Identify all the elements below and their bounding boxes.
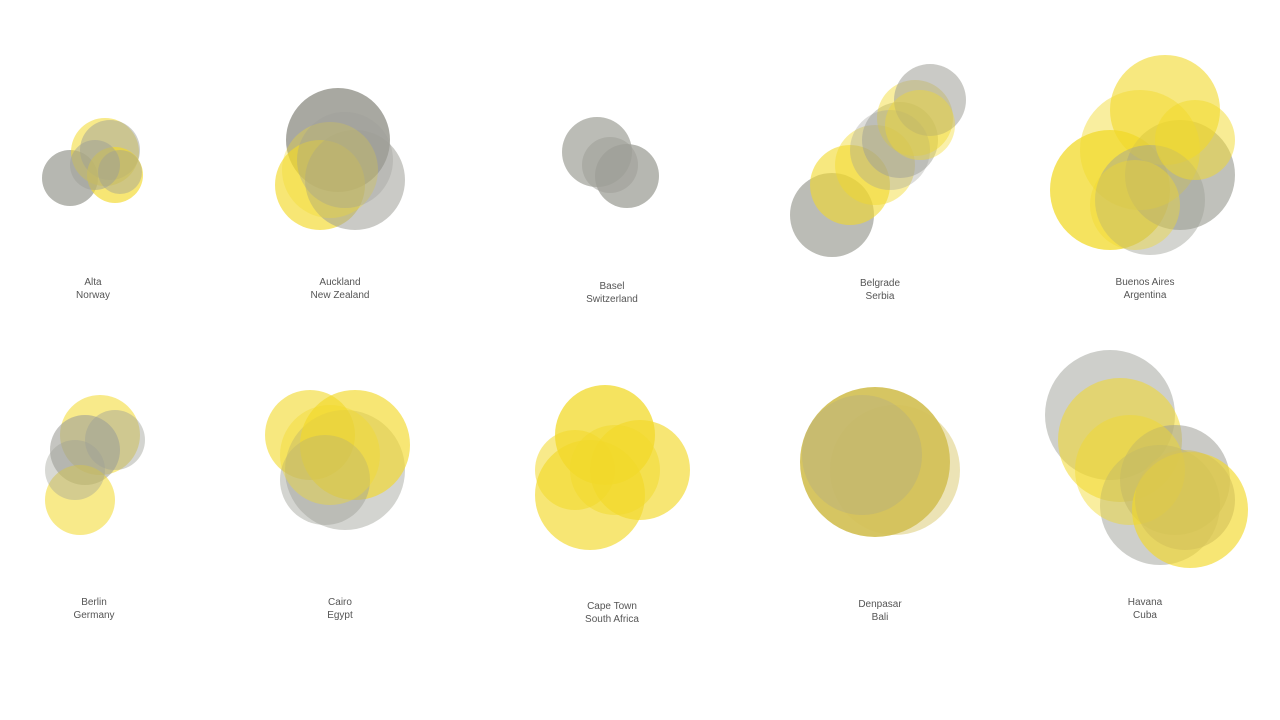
bubble [45, 465, 115, 535]
city-name: Belgrade [859, 278, 901, 289]
country-name: Switzerland [586, 294, 638, 305]
bubble-cluster-auckland [275, 88, 405, 230]
city-name: Buenos Aires [1115, 277, 1175, 288]
bubble-cluster-havana [1045, 350, 1248, 568]
bubble [802, 395, 922, 515]
bubble-cluster-belgrade [790, 64, 966, 257]
country-name: South Africa [585, 614, 639, 625]
city-name: Havana [1127, 597, 1163, 608]
label-denpasar: Denpasar Bali [780, 598, 980, 624]
country-name: Egypt [327, 610, 353, 621]
bubble [70, 140, 120, 190]
city-name: Basel [599, 281, 625, 292]
bubble [280, 405, 380, 505]
bubble [1155, 100, 1235, 180]
bubble-cluster-denpasar [800, 387, 960, 537]
city-name: Cape Town [587, 601, 637, 612]
label-cape-town: Cape Town South Africa [512, 600, 712, 626]
city-name: Denpasar [858, 599, 902, 610]
bubble-cluster-berlin [45, 395, 145, 535]
country-name: Germany [73, 610, 115, 621]
country-name: Serbia [865, 291, 895, 302]
country-name: Bali [871, 612, 889, 623]
country-name: Argentina [1123, 290, 1167, 301]
bubble [885, 90, 955, 160]
bubble [45, 440, 105, 500]
bubble [830, 405, 960, 535]
label-berlin: Berlin Germany [0, 596, 194, 622]
bubble [800, 387, 950, 537]
bubble [85, 410, 145, 470]
bubble [1135, 450, 1235, 550]
bubble-cluster-alta [42, 118, 143, 206]
city-name: Auckland [319, 277, 361, 288]
city-name: Alta [84, 277, 102, 288]
label-alta: Alta Norway [0, 276, 193, 302]
label-basel: Basel Switzerland [512, 280, 712, 306]
bubble [300, 390, 410, 500]
bubble [305, 130, 405, 230]
bubble-cluster-basel [562, 117, 659, 208]
bubble [1090, 160, 1180, 250]
city-name: Cairo [328, 597, 352, 608]
country-name: Cuba [1133, 610, 1157, 621]
bubble [810, 145, 890, 225]
bubble [280, 435, 370, 525]
country-name: New Zealand [310, 290, 370, 301]
bubble [297, 112, 393, 208]
city-name: Berlin [81, 597, 107, 608]
bubble [850, 110, 930, 190]
bubble [582, 137, 638, 193]
label-cairo: Cairo Egypt [240, 596, 440, 622]
bubble [282, 122, 378, 218]
label-buenos-aires: Buenos Aires Argentina [1045, 276, 1245, 302]
bubble-cluster-cairo [265, 390, 410, 530]
country-name: Norway [76, 290, 110, 301]
bubble-cluster-cape-town [535, 385, 690, 550]
bubble-cluster-buenos-aires [1050, 55, 1235, 255]
bubble [894, 64, 966, 136]
label-belgrade: Belgrade Serbia [780, 277, 980, 303]
label-auckland: Auckland New Zealand [240, 276, 440, 302]
label-havana: Havana Cuba [1045, 596, 1245, 622]
bubble [570, 425, 660, 515]
bubble [98, 150, 142, 194]
